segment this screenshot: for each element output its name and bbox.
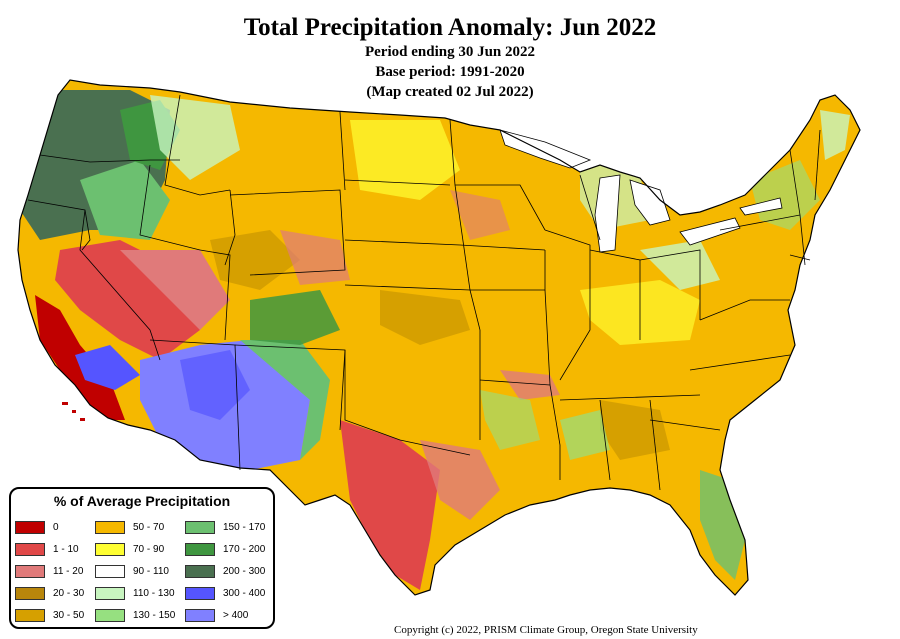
legend-swatch bbox=[185, 609, 215, 622]
copyright-text: Copyright (c) 2022, PRISM Climate Group,… bbox=[394, 624, 698, 636]
legend-swatch bbox=[15, 521, 45, 534]
legend-swatch bbox=[95, 543, 125, 556]
legend-item: 200 - 300 bbox=[185, 565, 265, 578]
legend-swatch bbox=[95, 609, 125, 622]
map-title: Total Precipitation Anomaly: Jun 2022 bbox=[243, 14, 657, 41]
legend-swatch bbox=[15, 565, 45, 578]
legend-item: 0 bbox=[15, 521, 59, 534]
legend-swatch bbox=[185, 543, 215, 556]
legend-item: 170 - 200 bbox=[185, 543, 265, 556]
legend-swatch bbox=[95, 587, 125, 600]
period-subtitle: Period ending 30 Jun 2022 bbox=[364, 44, 536, 60]
legend-label: 90 - 110 bbox=[133, 566, 169, 577]
legend-item: 50 - 70 bbox=[95, 521, 164, 534]
legend-label: 20 - 30 bbox=[53, 588, 85, 599]
legend-swatch bbox=[95, 521, 125, 534]
created-subtitle: (Map created 02 Jul 2022) bbox=[366, 84, 534, 100]
legend-swatch bbox=[185, 521, 215, 534]
legend-swatch bbox=[15, 587, 45, 600]
legend-item: 150 - 170 bbox=[185, 521, 265, 534]
legend-label: 11 - 20 bbox=[53, 566, 84, 577]
legend-label: 200 - 300 bbox=[223, 566, 266, 577]
legend-label: 1 - 10 bbox=[53, 544, 79, 555]
channel-islands bbox=[62, 402, 85, 421]
legend-label: 300 - 400 bbox=[223, 588, 266, 599]
legend-swatch bbox=[95, 565, 125, 578]
state-boundaries bbox=[27, 94, 821, 491]
legend-item: 110 - 130 bbox=[95, 587, 175, 600]
legend-label: > 400 bbox=[223, 610, 249, 621]
legend-item: 1 - 10 bbox=[15, 543, 79, 556]
legend-label: 50 - 70 bbox=[133, 522, 165, 533]
legend-item: 20 - 30 bbox=[15, 587, 84, 600]
base-period-subtitle: Base period: 1991-2020 bbox=[375, 64, 525, 80]
legend-item: > 400 bbox=[185, 609, 248, 622]
legend-label: 110 - 130 bbox=[133, 588, 175, 599]
legend-label: 0 bbox=[53, 522, 59, 533]
legend-label: 170 - 200 bbox=[223, 544, 266, 555]
great-lakes bbox=[499, 129, 783, 253]
legend-label: 70 - 90 bbox=[133, 544, 165, 555]
legend-item: 300 - 400 bbox=[185, 587, 265, 600]
legend-swatch bbox=[185, 565, 215, 578]
legend-label: 30 - 50 bbox=[53, 610, 85, 621]
legend-item: 90 - 110 bbox=[95, 565, 169, 578]
legend-item: 130 - 150 bbox=[95, 609, 175, 622]
legend-label: 130 - 150 bbox=[133, 610, 176, 621]
legend-item: 11 - 20 bbox=[15, 565, 83, 578]
legend-swatch bbox=[185, 587, 215, 600]
legend-label: 150 - 170 bbox=[223, 522, 266, 533]
legend-item: 70 - 90 bbox=[95, 543, 164, 556]
legend-item: 30 - 50 bbox=[15, 609, 84, 622]
legend-title: % of Average Precipitation bbox=[53, 493, 231, 509]
legend-swatch bbox=[15, 609, 45, 622]
legend-swatch bbox=[15, 543, 45, 556]
legend-box: % of Average Precipitation 0 1 - 10 11 - 2… bbox=[9, 487, 275, 629]
